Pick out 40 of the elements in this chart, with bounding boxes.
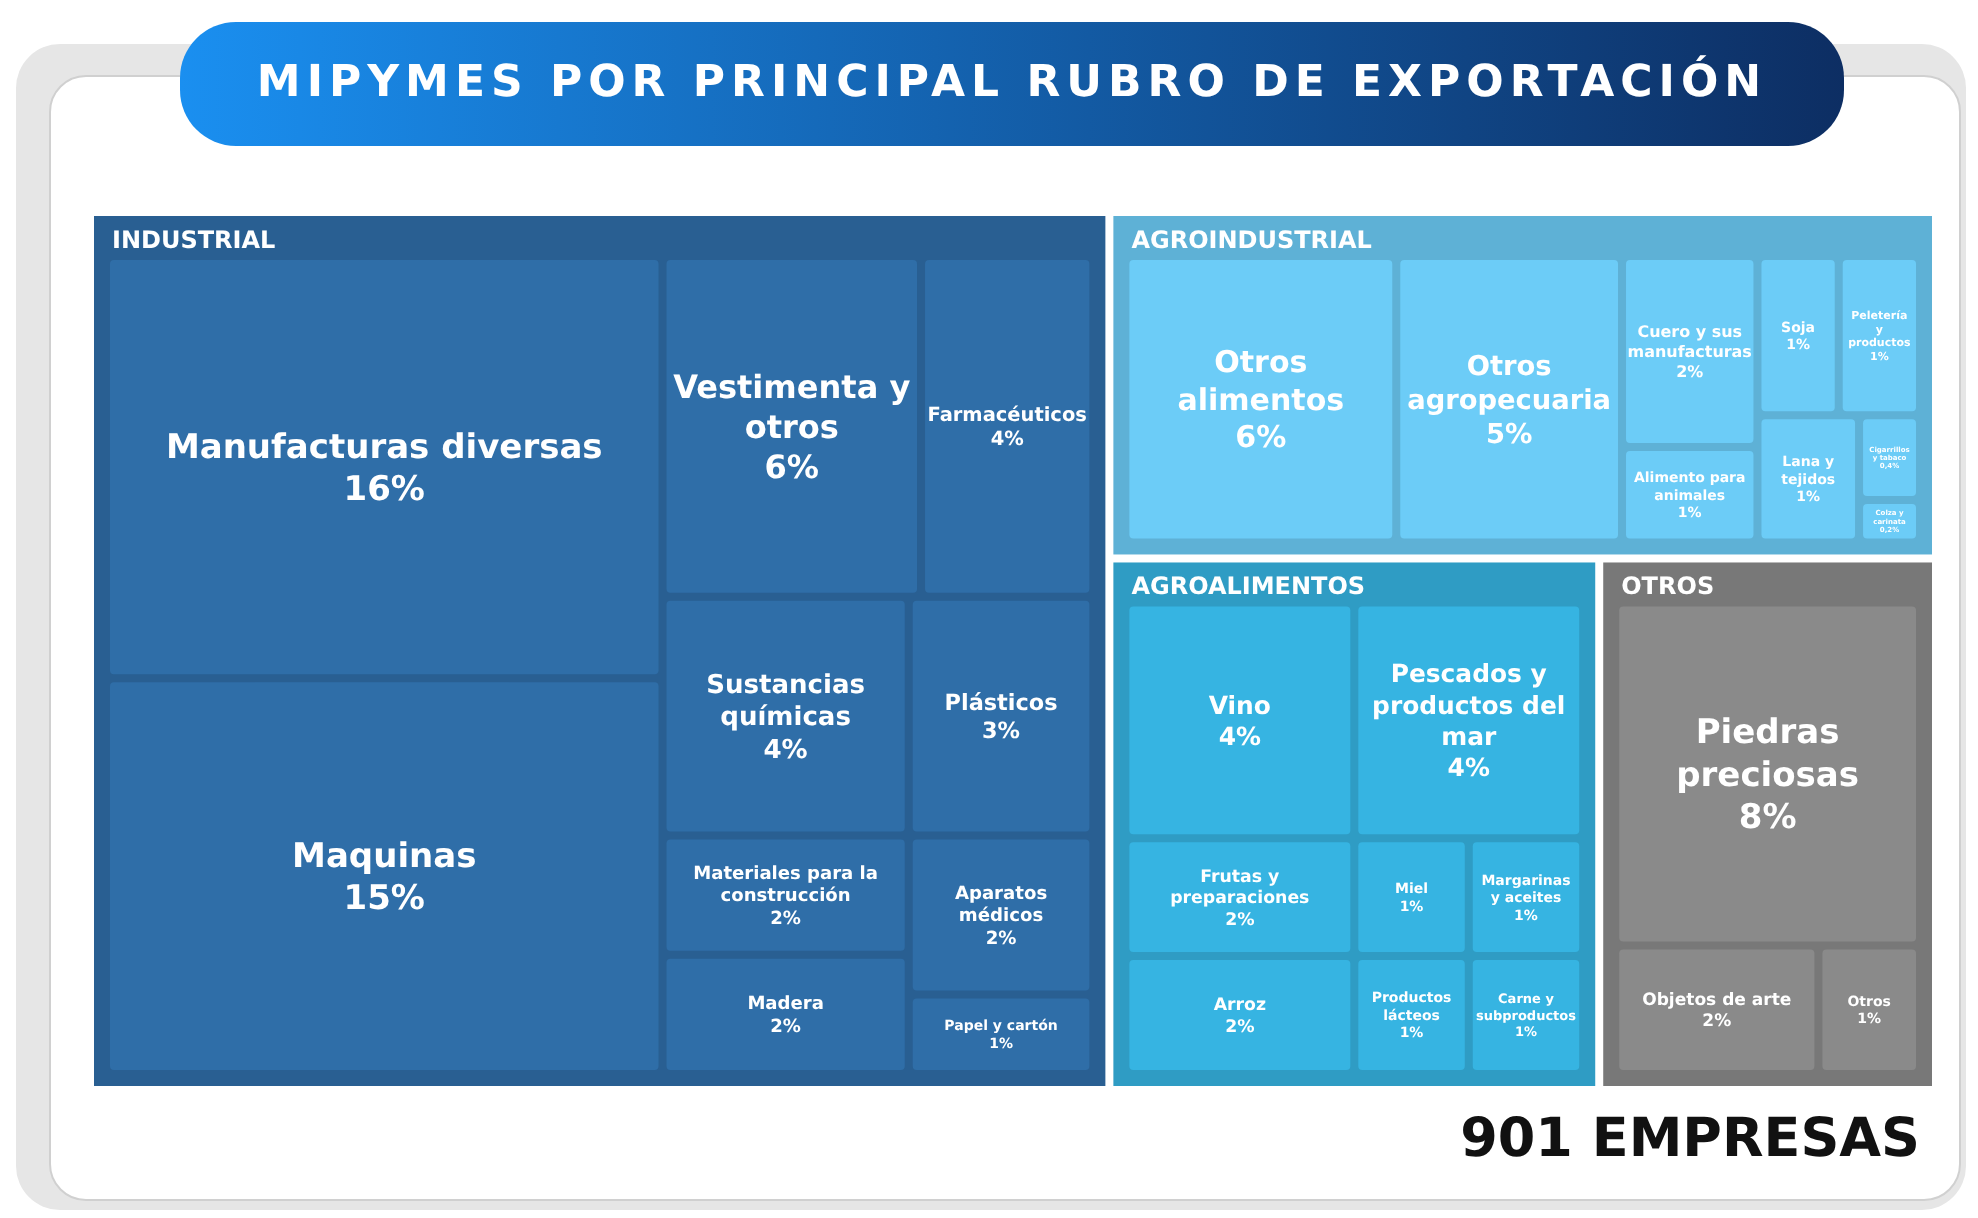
- data-label: 2%: [985, 929, 1017, 950]
- data-label: 4%: [1218, 720, 1263, 751]
- series-label: OTROS: [1621, 572, 1715, 601]
- category-label: Manufacturas diversas: [165, 427, 603, 468]
- data-label: 2%: [1702, 1012, 1733, 1033]
- category-label: Sustancias químicas: [706, 670, 866, 734]
- text: MIPYMES POR PRINCIPAL RUBRO DE EXPORTACIÓN: [256, 54, 1768, 108]
- category-label: Otros agropecuaria: [1407, 350, 1612, 417]
- category-label: Piedras preciosas: [1676, 713, 1859, 796]
- category-label: Pescados y productos del mar: [1372, 658, 1566, 751]
- data-label: 2%: [770, 1017, 801, 1038]
- category-label: Frutas y preparaciones: [1170, 867, 1310, 910]
- category-label: Farmacéuticos: [927, 405, 1088, 428]
- series-label: AGROALIMENTOS: [1131, 572, 1366, 601]
- data-label: 2%: [1225, 1017, 1256, 1038]
- data-label: 2%: [770, 910, 801, 931]
- category-label: Maquinas: [292, 836, 477, 877]
- category-label: Materiales para la construcción: [693, 864, 878, 908]
- data-label: 4%: [763, 735, 808, 766]
- text: 901 EMPRESAS: [1460, 1108, 1920, 1170]
- category-label: Otros alimentos: [1177, 344, 1345, 418]
- category-label: Objetos de arte: [1642, 991, 1792, 1012]
- category-label: Madera: [747, 995, 824, 1016]
- category-label: Vino: [1208, 689, 1272, 720]
- data-label: 4%: [990, 429, 1025, 452]
- data-label: 3%: [982, 717, 1021, 744]
- data-label: 2%: [1225, 910, 1256, 931]
- series-label: AGROINDUSTRIAL: [1131, 226, 1373, 254]
- category-label: Vestimenta y otros: [673, 367, 912, 446]
- category-label: Aparatos médicos: [954, 884, 1048, 928]
- data-label: 6%: [764, 447, 819, 486]
- data-label: 5%: [1485, 419, 1533, 452]
- data-label: 6%: [1235, 419, 1287, 456]
- category-label: Plásticos: [944, 689, 1059, 716]
- data-label: 15%: [343, 879, 425, 920]
- series-label: INDUSTRIAL: [112, 226, 277, 254]
- category-label: Arroz: [1213, 996, 1267, 1017]
- data-label: 4%: [1447, 751, 1491, 782]
- data-label: 8%: [1738, 798, 1797, 839]
- data-label: 16%: [343, 470, 425, 511]
